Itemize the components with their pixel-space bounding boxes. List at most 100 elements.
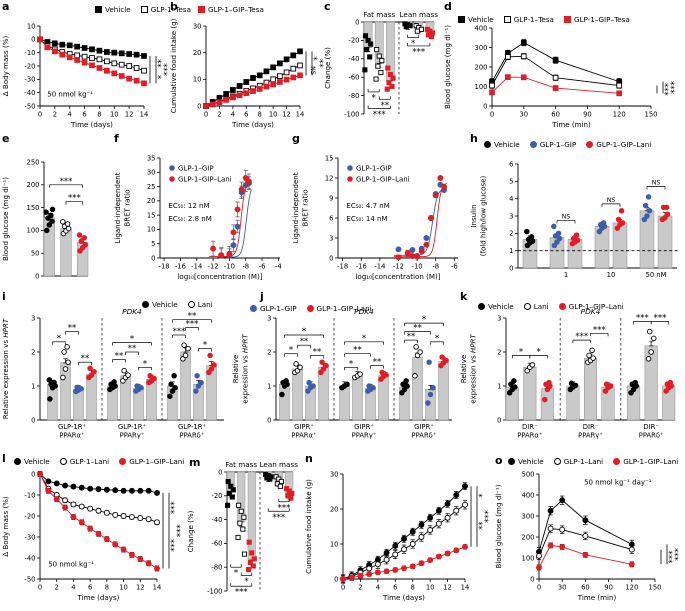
y-tick-label: 30 <box>193 22 202 30</box>
x-tick-label: 4 <box>68 111 72 119</box>
data-point-marker <box>552 85 559 91</box>
data-point-marker <box>439 354 445 360</box>
sig-label: * <box>130 334 134 344</box>
data-point-marker <box>270 81 276 88</box>
sig-label: ** <box>353 346 362 356</box>
y-tick-label: 3 <box>497 314 501 322</box>
y-tick-label: 0 <box>483 102 487 110</box>
data-point-marker <box>230 94 236 101</box>
sig-label: *** <box>272 513 285 523</box>
y-axis-title: Δ Body mass (%) <box>1 36 10 97</box>
data-point-marker <box>133 65 140 71</box>
data-point-marker <box>395 254 402 261</box>
data-point-marker <box>376 53 382 59</box>
legend-item: Vehicle <box>484 140 520 149</box>
data-point-marker <box>62 482 69 489</box>
data-point-marker <box>383 556 390 563</box>
data-point-marker <box>340 576 346 582</box>
data-point-marker <box>582 517 589 524</box>
data-point-marker <box>246 178 252 185</box>
y-tick-label: 0 <box>530 575 534 583</box>
data-point-marker <box>556 235 563 242</box>
chart-o: 0 100 200 300 400 500 0 30 60 90 120 150 Time (min) B… <box>494 470 679 602</box>
y-tick-label: 300 <box>522 512 535 520</box>
data-point-marker <box>400 381 406 388</box>
x-tick-label: 150 <box>645 111 658 119</box>
data-point-marker <box>96 47 103 54</box>
legend-item: GLP-1–GIP–Tesa <box>198 5 264 14</box>
sig-label: ** <box>300 337 309 347</box>
x-tick-label: -6 <box>451 263 458 271</box>
data-point-marker <box>290 74 297 81</box>
data-point-marker <box>37 36 43 43</box>
sig-label: ** <box>407 332 416 342</box>
sig-label: * <box>244 577 248 587</box>
legend-label: Lani <box>197 300 213 309</box>
data-point-marker <box>65 359 71 365</box>
y-axis-title: Blood glucose (mg dl⁻¹) <box>443 25 452 109</box>
ec50-label: EC₅₀: 2.8 nM <box>168 215 211 223</box>
data-point-marker <box>365 37 371 43</box>
x-tick-label: -16 <box>175 263 186 271</box>
x-tick-label: 14 <box>153 584 162 592</box>
data-point-marker <box>443 357 449 364</box>
data-point-marker <box>427 514 434 521</box>
data-point-marker <box>226 250 233 257</box>
data-point-marker <box>48 212 54 219</box>
chart-d: 0 100 200 300 400 0 30 60 90 120 150 Time (min) Bloo… <box>443 24 675 129</box>
panel-letter-n: n <box>305 452 313 465</box>
y-tick-label: -60 <box>348 74 359 82</box>
x-tick-label: 0 <box>341 584 345 592</box>
legend-item: GLP-1–GIP–Lani <box>558 302 624 311</box>
data-point-marker <box>366 571 373 578</box>
data-point-marker <box>111 49 118 56</box>
legend-circle-marker-icon <box>529 141 537 148</box>
inner-legend-label: GLP-1–GIP <box>356 164 392 172</box>
y-tick-label: 100 <box>27 227 40 235</box>
y-tick-label: 100 <box>522 554 535 562</box>
data-point-marker <box>404 249 411 256</box>
data-point-marker <box>374 569 381 576</box>
data-point-marker <box>133 51 140 58</box>
data-point-marker <box>44 44 51 51</box>
data-point-marker <box>645 356 652 362</box>
data-point-marker <box>383 549 390 556</box>
data-point-marker <box>423 241 430 248</box>
y-tick-label: 3 <box>267 314 271 322</box>
data-point-marker <box>573 232 580 238</box>
x-tick-label: 14 <box>140 111 149 119</box>
y-tick-label: 1 <box>31 382 35 390</box>
group-label: DIR⁻ <box>583 423 599 431</box>
data-point-marker <box>392 566 399 573</box>
y-tick-label: 0 <box>197 102 201 110</box>
data-point-marker <box>529 362 536 368</box>
data-point-marker <box>644 213 650 219</box>
y-tick-label: 500 <box>522 470 535 478</box>
data-point-marker <box>409 253 416 259</box>
x-tick-label: 8 <box>411 584 415 592</box>
legend-square-marker-icon <box>198 6 205 13</box>
sig-label: ** <box>373 358 382 368</box>
x-tick-label: -16 <box>356 263 367 271</box>
legend-circle-marker-icon <box>508 458 515 465</box>
data-point-marker <box>279 391 285 398</box>
data-point-marker <box>193 388 199 394</box>
legend-group-7: Vehicle GLP-1–Lani GLP-1–GIP–Lani <box>14 457 184 466</box>
data-point-marker <box>168 381 174 388</box>
data-point-marker <box>250 75 256 81</box>
data-point-marker <box>589 347 595 354</box>
data-point-marker <box>74 57 80 63</box>
data-point-marker <box>46 222 53 228</box>
panel-d: d 0 100 200 300 400 0 30 60 90 120 150 Time (min) Blo… <box>442 0 685 132</box>
chart-n: 0 10 20 30 0 2 4 6 8 10 12 14 Time (days) Cumulative … <box>304 470 489 602</box>
x-axis-title: Time (days) <box>77 593 120 602</box>
panel-c: c 0 -20 -40 -60 -80 -100 Change (%) Fat mass Lean… <box>322 0 442 132</box>
data-point-marker <box>319 359 325 365</box>
data-point-marker <box>198 379 204 386</box>
data-point-marker <box>645 194 652 200</box>
data-point-marker <box>379 369 385 376</box>
sig-label: ** <box>81 354 90 364</box>
